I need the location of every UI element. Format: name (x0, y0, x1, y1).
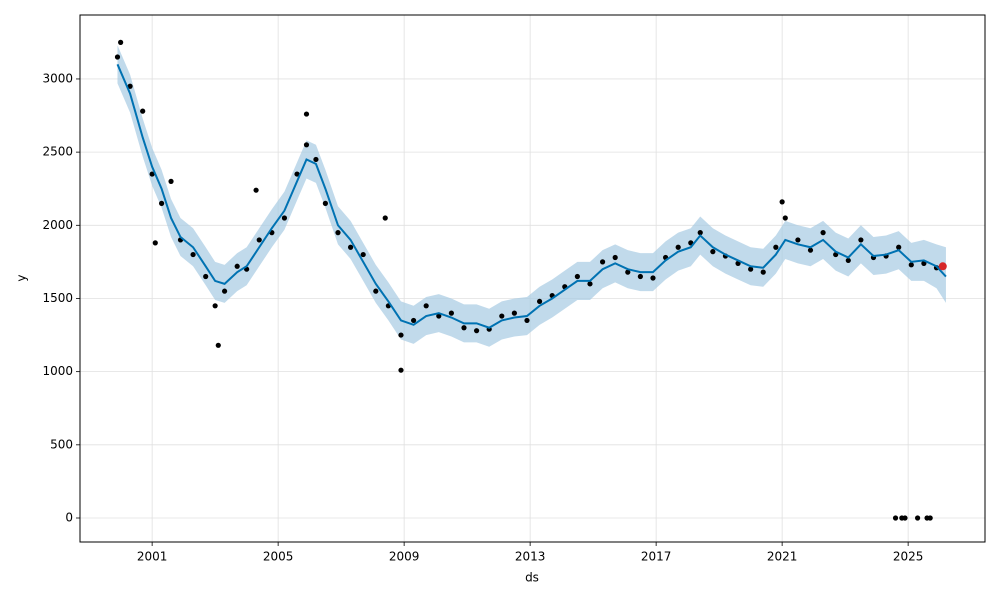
observed-point (675, 244, 681, 250)
observed-point (845, 257, 851, 264)
observed-point (697, 230, 703, 236)
observed-point (902, 515, 908, 521)
observed-point (448, 310, 454, 316)
observed-point (423, 303, 429, 309)
observed-point (773, 244, 779, 250)
observed-point (612, 254, 618, 261)
observed-point (212, 303, 218, 309)
observed-point (858, 237, 864, 243)
observed-point (524, 317, 530, 324)
observed-point (168, 178, 174, 184)
observed-point (294, 171, 300, 177)
x-axis-label: ds (525, 571, 539, 585)
observed-point (313, 156, 319, 163)
observed-point (908, 262, 914, 268)
forecast-line (116, 63, 947, 329)
y-tick-label: 2500 (42, 145, 73, 159)
observed-point (625, 269, 631, 275)
observed-point (322, 200, 328, 206)
observed-point (190, 251, 196, 258)
observed-point (574, 273, 580, 280)
observed-point (281, 215, 288, 221)
observed-point (203, 273, 209, 280)
y-tick-label: 0 (65, 510, 73, 524)
observed-point (896, 244, 902, 250)
x-tick-label: 2009 (389, 550, 420, 564)
observed-point (748, 266, 754, 272)
observed-point (650, 275, 656, 281)
observed-point (256, 237, 262, 243)
observed-point (914, 515, 921, 521)
x-tick-label: 2005 (263, 550, 294, 564)
observed-point (410, 317, 417, 324)
observed-point (114, 54, 121, 60)
observed-point (347, 244, 354, 250)
observed-point (140, 108, 146, 114)
observed-point (373, 288, 379, 294)
observed-point (779, 199, 785, 205)
y-axis-label: y (15, 274, 29, 281)
observed-point (637, 273, 643, 280)
observed-point (782, 215, 788, 221)
x-tick-label: 2017 (641, 550, 672, 564)
plot-frame (79, 14, 986, 543)
observed-point (382, 215, 388, 221)
observed-point (253, 187, 259, 193)
observed-point (795, 237, 801, 243)
observed-point (335, 230, 341, 236)
x-tick-label: 2021 (767, 550, 798, 564)
y-tick-label: 2000 (42, 218, 73, 232)
observed-point (221, 288, 228, 294)
x-tick-label: 2025 (893, 550, 924, 564)
observed-point (436, 313, 442, 319)
observed-point (234, 263, 240, 269)
observed-point (536, 298, 543, 305)
future-point (938, 262, 947, 271)
y-tick-label: 500 (50, 437, 73, 451)
y-tick-label: 3000 (42, 71, 73, 85)
observed-point (215, 342, 221, 348)
observed-point (710, 249, 716, 255)
observed-point (127, 83, 133, 89)
observed-point (303, 111, 310, 117)
observed-point (473, 328, 480, 334)
observed-point (820, 230, 826, 236)
y-tick-label: 1500 (42, 291, 73, 305)
observed-point (599, 259, 606, 265)
observed-point (927, 515, 933, 521)
observed-point (360, 251, 366, 258)
observed-point (303, 142, 310, 148)
observed-point (760, 269, 766, 275)
observed-point (587, 281, 593, 287)
observed-point (892, 515, 899, 521)
uncertainty-band (117, 45, 946, 347)
observed-point (511, 310, 517, 316)
observed-point (149, 171, 155, 177)
y-tick-label: 1000 (42, 364, 73, 378)
observed-point (499, 313, 505, 319)
observed-point (398, 367, 404, 373)
observed-point (118, 39, 124, 45)
observed-point (152, 240, 158, 246)
x-tick-label: 2013 (515, 550, 546, 564)
observed-point (807, 247, 814, 253)
x-tick-label: 2001 (137, 550, 168, 564)
observed-point (461, 325, 467, 331)
observed-point (158, 200, 165, 206)
observed-point (398, 332, 404, 338)
